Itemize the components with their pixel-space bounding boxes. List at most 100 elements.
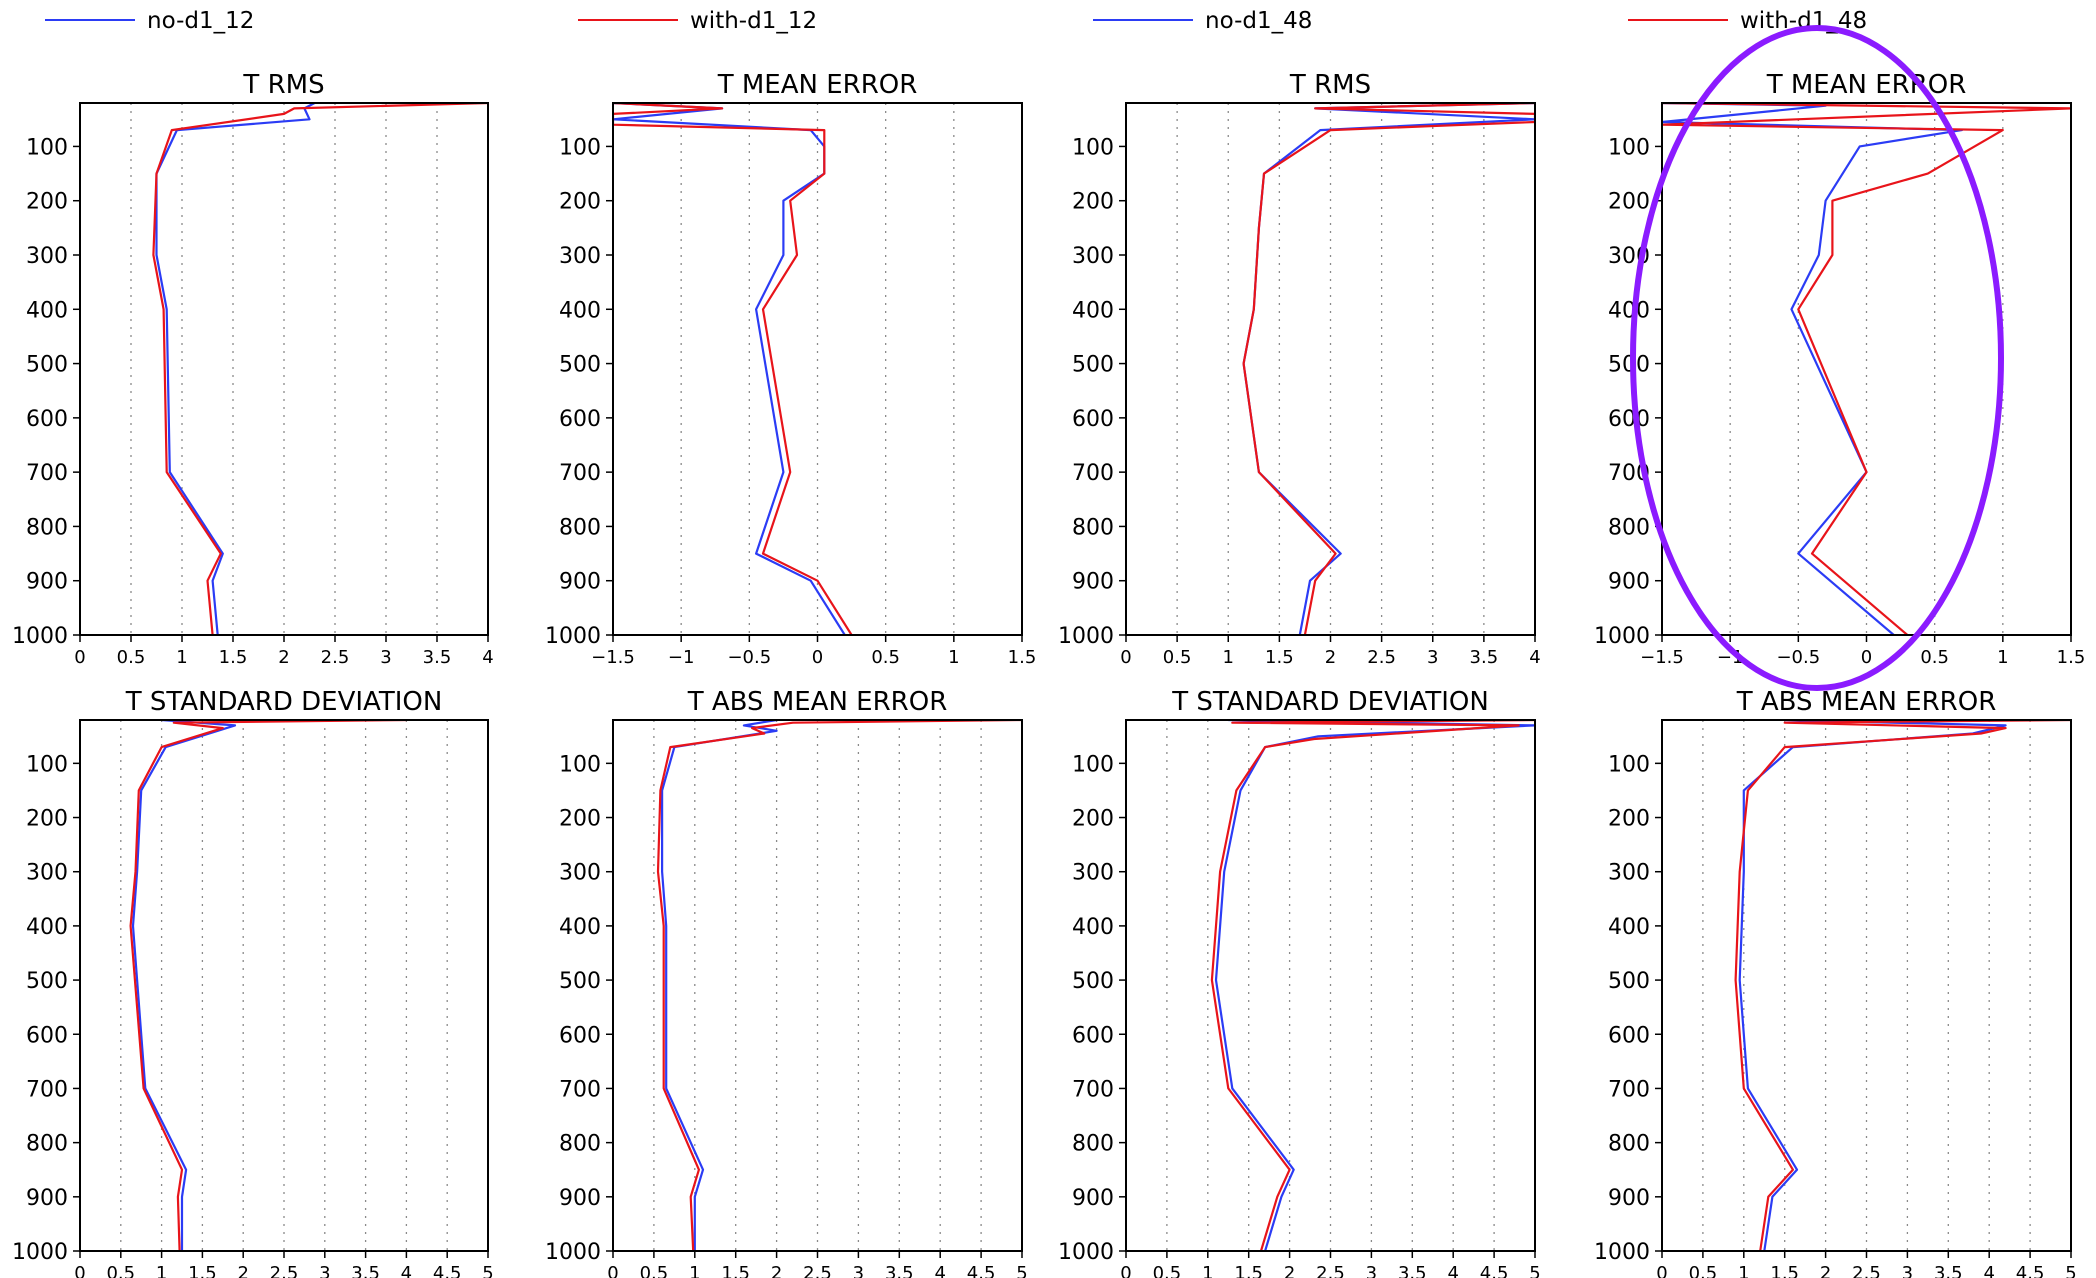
x-tick-label: 0	[1861, 647, 1872, 668]
y-tick-label: 200	[1608, 807, 1650, 832]
y-tick-label: 1000	[1058, 624, 1114, 649]
x-tick-label: 4.5	[433, 1263, 462, 1278]
panel-title: T STANDARD DEVIATION	[125, 687, 443, 717]
series-line-no-d1_48	[1662, 103, 1964, 635]
y-tick-label: 300	[1072, 244, 1114, 269]
x-tick-label: 4	[1983, 1263, 1994, 1278]
y-tick-label: 500	[559, 353, 601, 378]
x-tick-label: 2	[771, 1263, 782, 1278]
y-tick-label: 100	[559, 752, 601, 777]
y-tick-label: 200	[559, 807, 601, 832]
x-tick-label: 1.5	[1234, 1263, 1263, 1278]
x-tick-label: 0.5	[1163, 647, 1192, 668]
x-tick-label: 0.5	[1153, 1263, 1182, 1278]
y-tick-label: 300	[559, 244, 601, 269]
x-tick-label: −1.5	[591, 647, 635, 668]
x-tick-label: 5	[1016, 1263, 1027, 1278]
y-tick-label: 500	[1608, 353, 1650, 378]
x-tick-label: 2	[1325, 647, 1336, 668]
y-tick-label: 1000	[1594, 624, 1650, 649]
chart-panel: T STANDARD DEVIATION 100 200 300 400 500 600 70…	[1058, 687, 1541, 1278]
y-tick-label: 600	[559, 407, 601, 432]
y-tick-label: 200	[26, 190, 68, 215]
y-tick-label: 800	[26, 1132, 68, 1157]
y-tick-label: 800	[559, 515, 601, 540]
x-tick-label: 1	[1202, 1263, 1213, 1278]
y-tick-label: 100	[26, 752, 68, 777]
x-tick-label: 1.5	[2057, 647, 2086, 668]
y-tick-label: 200	[1072, 807, 1114, 832]
x-tick-label: 3	[380, 647, 391, 668]
x-tick-label: 3.5	[423, 647, 452, 668]
x-tick-label: 0	[1120, 647, 1131, 668]
x-tick-label: 1	[1997, 647, 2008, 668]
series-line-with-d1_12	[656, 720, 1022, 1251]
y-tick-label: 900	[26, 1186, 68, 1211]
y-tick-label: 300	[26, 861, 68, 886]
y-tick-label: 800	[559, 1132, 601, 1157]
y-tick-label: 400	[559, 298, 601, 323]
series-line-no-d1_12	[660, 720, 778, 1251]
y-tick-label: 700	[1608, 1077, 1650, 1102]
panel-title: T MEAN ERROR	[717, 70, 918, 100]
y-tick-label: 800	[26, 515, 68, 540]
x-tick-label: 3	[1366, 1263, 1377, 1278]
y-tick-label: 600	[26, 407, 68, 432]
panel-title: T RMS	[242, 70, 324, 100]
x-tick-label: 0.5	[117, 647, 146, 668]
x-tick-label: 0.5	[871, 647, 900, 668]
y-tick-label: 500	[559, 969, 601, 994]
x-tick-label: 4	[1447, 1263, 1458, 1278]
x-tick-label: 2.5	[1316, 1263, 1345, 1278]
y-tick-label: 900	[559, 570, 601, 595]
series-line-no-d1_48	[1242, 103, 1535, 635]
x-tick-label: 4	[482, 647, 493, 668]
x-tick-label: 3	[853, 1263, 864, 1278]
y-tick-label: 500	[1608, 969, 1650, 994]
y-tick-label: 1000	[1594, 1240, 1650, 1265]
x-tick-label: 2.5	[321, 647, 350, 668]
x-tick-label: 0.5	[640, 1263, 669, 1278]
x-tick-label: 1.5	[721, 1263, 750, 1278]
x-tick-label: 0.5	[1920, 647, 1949, 668]
y-tick-label: 200	[26, 807, 68, 832]
y-tick-label: 600	[26, 1023, 68, 1048]
x-tick-label: 2.5	[803, 1263, 832, 1278]
y-tick-label: 100	[1072, 752, 1114, 777]
x-tick-label: 0	[607, 1263, 618, 1278]
y-tick-label: 400	[26, 298, 68, 323]
y-tick-label: 900	[1608, 1186, 1650, 1211]
y-tick-label: 1000	[1058, 1240, 1114, 1265]
y-tick-label: 200	[1072, 190, 1114, 215]
y-tick-label: 500	[1072, 353, 1114, 378]
x-tick-label: 3.5	[885, 1263, 914, 1278]
x-tick-label: −1	[668, 647, 695, 668]
x-tick-label: 4.5	[1480, 1263, 1509, 1278]
legend-entry: no-d1_48	[1093, 8, 1312, 34]
legend-label: no-d1_48	[1205, 8, 1312, 34]
legend-entry: no-d1_12	[45, 8, 254, 34]
y-tick-label: 400	[1072, 298, 1114, 323]
y-tick-label: 900	[1072, 1186, 1114, 1211]
x-tick-label: 1.5	[1770, 1263, 1799, 1278]
x-tick-label: 4	[1529, 647, 1540, 668]
x-tick-label: 1.5	[219, 647, 248, 668]
legend-label: no-d1_12	[147, 8, 254, 34]
y-tick-label: 700	[26, 1077, 68, 1102]
y-tick-label: 100	[26, 135, 68, 160]
y-tick-label: 100	[1608, 752, 1650, 777]
panel-title: T STANDARD DEVIATION	[1171, 687, 1489, 717]
chart-panel: T MEAN ERROR1002003004005006007008009001…	[1594, 70, 2085, 668]
chart-panel: T MEAN ERROR1002003004005006007008009001…	[545, 70, 1036, 668]
y-tick-label: 600	[1608, 407, 1650, 432]
series-line-no-d1_48	[1738, 720, 2007, 1251]
x-tick-label: 5	[482, 1263, 493, 1278]
x-tick-label: 4	[401, 1263, 412, 1278]
x-tick-label: 0.5	[1689, 1263, 1718, 1278]
chart-panel: T RMS 100 200 300 400 500 600 700 800 900 1000 0 0.5…	[1058, 70, 1541, 668]
x-tick-label: 0	[1656, 1263, 1667, 1278]
y-tick-label: 700	[559, 461, 601, 486]
y-tick-label: 1000	[545, 1240, 601, 1265]
y-tick-label: 100	[1608, 135, 1650, 160]
